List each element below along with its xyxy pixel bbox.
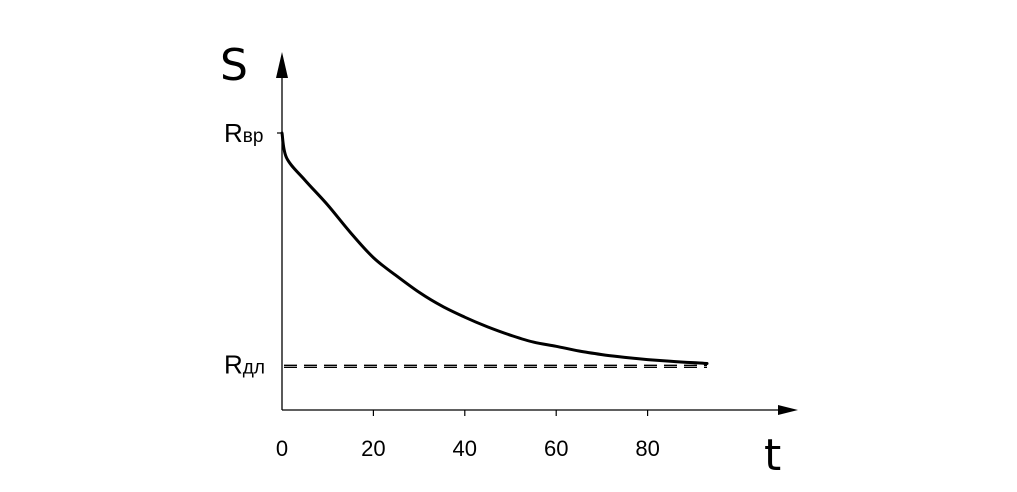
x-axis-arrow [778,405,798,415]
reference-label-2: Rдл [224,349,265,379]
reference-label-1: Rвр [224,118,263,148]
x-axis-label: t [764,430,781,481]
y-axis-arrow [276,52,288,78]
reference-label-main: R [224,349,243,379]
series-line-1 [280,131,709,365]
series-group [280,131,709,365]
x-tick-label: 0 [276,436,288,461]
reference-label-sub: вр [243,126,264,147]
x-tick-label: 20 [361,436,385,461]
y-axis-label: S [220,40,248,91]
reference-label-main: R [224,118,243,148]
x-ticks: 0 20 40 60 80 [276,410,660,461]
x-tick-label: 80 [635,436,659,461]
reference-label-sub: дл [243,357,265,378]
x-tick-label: 60 [544,436,568,461]
x-tick-label: 40 [453,436,477,461]
